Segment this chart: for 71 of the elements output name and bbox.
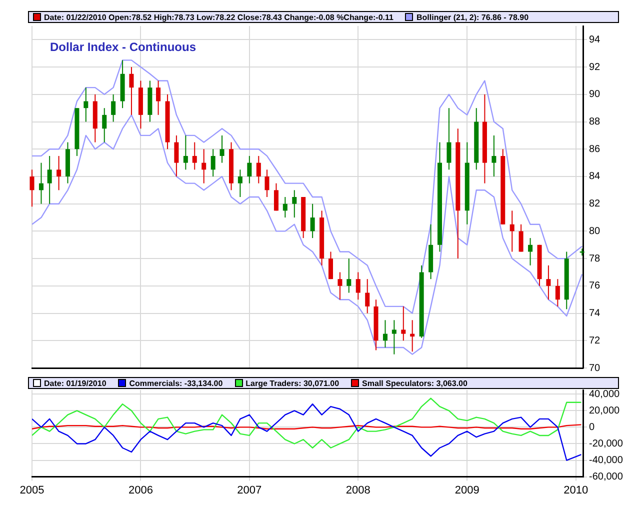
candlestick xyxy=(492,134,496,177)
candlestick xyxy=(382,320,388,348)
y-tick-label: 72 xyxy=(589,335,601,346)
candlestick xyxy=(446,108,452,170)
candlestick xyxy=(310,203,315,239)
legend-label: Large Traders: 30,071.00 xyxy=(246,378,340,388)
candlestick xyxy=(192,142,197,170)
candlestick xyxy=(292,190,297,218)
text: Dollar Index - Continuous xyxy=(50,40,196,54)
y-tick-label: 90 xyxy=(589,89,601,100)
x-tick-label: 2007 xyxy=(237,484,262,496)
candlestick xyxy=(518,224,524,252)
y-tick-label: 92 xyxy=(589,62,601,73)
candlestick xyxy=(102,108,107,143)
x-tick-label: 2010 xyxy=(564,484,588,496)
x-tick-label: 2005 xyxy=(20,484,44,496)
y-tick-label: 78 xyxy=(589,253,601,264)
y-tick-label: 76 xyxy=(589,280,601,292)
y-tick-label: 74 xyxy=(589,308,601,320)
candlestick xyxy=(555,278,560,307)
candlestick xyxy=(84,87,88,122)
candlestick xyxy=(220,134,224,164)
legend-title: Date: 01/19/2010 xyxy=(44,378,106,388)
candlestick xyxy=(346,258,352,294)
candlestick xyxy=(38,162,44,204)
candlestick xyxy=(274,182,278,212)
candlestick xyxy=(401,306,406,342)
y-tick-label: -60,000 xyxy=(589,472,624,483)
y-tick-label: 40,000 xyxy=(589,388,620,400)
legend-label: Commercials: -33,134.00 xyxy=(129,378,223,388)
candlestick xyxy=(30,169,34,208)
candlestick xyxy=(156,80,161,116)
candlestick xyxy=(328,251,333,280)
candlestick xyxy=(510,210,514,252)
candlestick xyxy=(392,320,396,355)
candlestick xyxy=(264,169,270,198)
candlestick xyxy=(129,66,134,116)
candlestick xyxy=(247,155,252,184)
y-tick-label: 88 xyxy=(589,116,601,128)
candlestick xyxy=(356,272,360,300)
candlestick xyxy=(338,272,342,300)
y-tick-label: 80 xyxy=(589,226,601,237)
y-tick-label: 70 xyxy=(589,362,601,374)
y-tick-label: 86 xyxy=(589,144,601,155)
y-tick-label: -20,000 xyxy=(589,438,624,450)
candlestick xyxy=(111,94,116,122)
y-tick-label: 0 xyxy=(589,422,595,433)
candlestick xyxy=(528,238,533,266)
candlestick xyxy=(210,148,216,177)
candlestick xyxy=(238,169,242,198)
y-tick-label: 20,000 xyxy=(589,405,620,416)
y-tick-label: -40,000 xyxy=(589,455,624,466)
y-tick-label: 94 xyxy=(589,34,601,46)
y-tick-label: 82 xyxy=(589,198,601,210)
candlestick xyxy=(410,320,415,352)
y-tick-label: 84 xyxy=(589,171,601,182)
candlestick xyxy=(174,134,179,177)
legend-label: Date: 01/22/2010 Open:78.52 High:78.73 Low:78.22 Close:78.43 Change:-0.08 %Change:-0.11 xyxy=(44,12,394,22)
candlestick xyxy=(256,155,261,184)
candlestick xyxy=(183,134,188,170)
x-tick-label: 2008 xyxy=(346,484,370,496)
x-tick-label: 2009 xyxy=(454,484,480,496)
legend-label: Small Speculators: 3,063.00 xyxy=(362,378,468,388)
candlestick xyxy=(47,155,52,204)
candlestick xyxy=(282,196,288,218)
candlestick xyxy=(365,278,370,314)
x-tick-label: 2006 xyxy=(128,484,153,496)
candlestick xyxy=(202,148,206,184)
candlestick xyxy=(56,155,62,191)
candlestick xyxy=(546,264,551,300)
legend-label: Bollinger (21, 2): 76.86 - 78.90 xyxy=(416,12,529,22)
